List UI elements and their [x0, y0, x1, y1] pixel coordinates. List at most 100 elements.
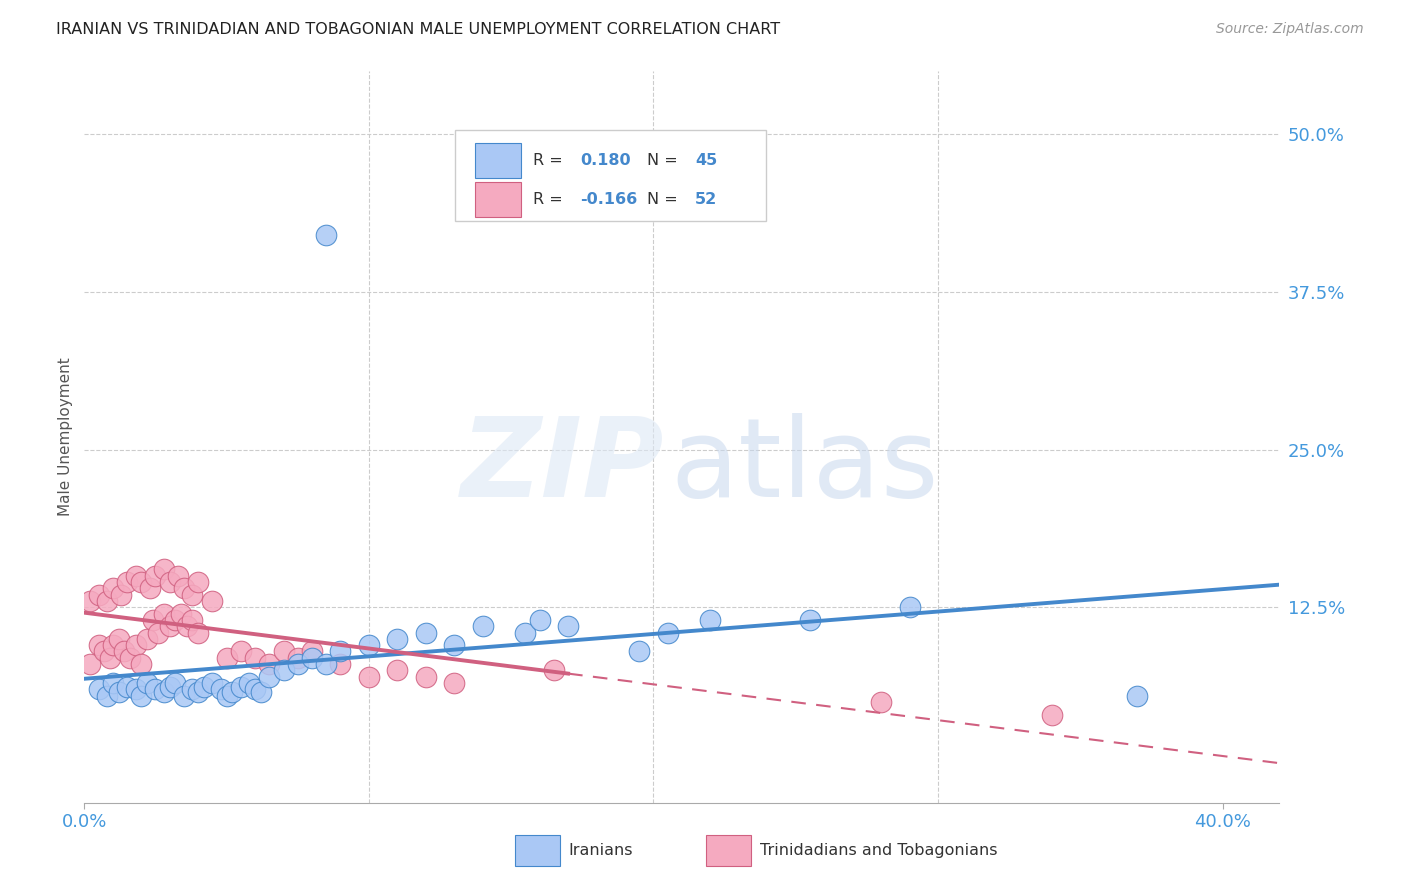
Point — [136, 632, 159, 646]
Point — [93, 644, 115, 658]
Point — [181, 613, 204, 627]
Point — [221, 685, 243, 699]
Point — [124, 569, 146, 583]
Text: R =: R = — [533, 192, 568, 207]
Point — [98, 650, 121, 665]
Text: Trinidadians and Tobagonians: Trinidadians and Tobagonians — [759, 843, 997, 858]
Point — [443, 638, 465, 652]
Point — [107, 685, 129, 699]
Point — [387, 664, 409, 678]
Point — [124, 682, 146, 697]
Point — [110, 588, 132, 602]
Point — [201, 594, 224, 608]
Point — [387, 632, 409, 646]
Point — [799, 613, 821, 627]
Point — [187, 685, 209, 699]
Text: N =: N = — [647, 192, 683, 207]
Point — [145, 682, 167, 697]
Y-axis label: Male Unemployment: Male Unemployment — [58, 358, 73, 516]
Point — [153, 685, 176, 699]
Text: Iranians: Iranians — [568, 843, 633, 858]
Point — [357, 638, 380, 652]
Point — [273, 664, 295, 678]
Point — [301, 650, 323, 665]
Point — [153, 562, 176, 576]
Point — [187, 625, 209, 640]
Point — [273, 644, 295, 658]
Text: Source: ZipAtlas.com: Source: ZipAtlas.com — [1216, 22, 1364, 37]
Point — [1126, 689, 1149, 703]
Point — [193, 680, 215, 694]
Point — [628, 644, 651, 658]
Point — [153, 607, 176, 621]
Point — [415, 625, 437, 640]
Point — [87, 638, 110, 652]
Point — [115, 680, 138, 694]
Text: -0.166: -0.166 — [581, 192, 637, 207]
Point — [148, 625, 170, 640]
Point — [181, 588, 204, 602]
Text: 45: 45 — [695, 153, 717, 168]
Point — [229, 680, 252, 694]
FancyBboxPatch shape — [456, 130, 766, 221]
Point — [529, 613, 551, 627]
Point — [129, 657, 152, 671]
Point — [243, 650, 266, 665]
Point — [259, 670, 281, 684]
Point — [259, 657, 281, 671]
Point — [557, 619, 579, 633]
Text: atlas: atlas — [671, 413, 938, 520]
FancyBboxPatch shape — [475, 143, 520, 178]
Point — [187, 575, 209, 590]
Point — [315, 228, 337, 243]
Text: N =: N = — [647, 153, 683, 168]
Point — [101, 638, 124, 652]
Point — [301, 644, 323, 658]
Point — [357, 670, 380, 684]
Point — [515, 625, 537, 640]
Point — [79, 594, 101, 608]
Point — [145, 569, 167, 583]
Point — [471, 619, 494, 633]
Point — [129, 689, 152, 703]
FancyBboxPatch shape — [706, 835, 751, 866]
Point — [173, 582, 195, 596]
Point — [657, 625, 679, 640]
Point — [165, 613, 187, 627]
Point — [443, 676, 465, 690]
Point — [159, 619, 181, 633]
Text: 0.180: 0.180 — [581, 153, 631, 168]
Point — [96, 594, 118, 608]
Point — [215, 650, 238, 665]
Point — [243, 682, 266, 697]
FancyBboxPatch shape — [475, 182, 520, 217]
Point — [329, 657, 352, 671]
Text: ZIP: ZIP — [461, 413, 664, 520]
Point — [124, 638, 146, 652]
Point — [118, 650, 141, 665]
Point — [87, 588, 110, 602]
Point — [315, 657, 337, 671]
Point — [129, 575, 152, 590]
Point — [1040, 707, 1063, 722]
Point — [170, 607, 193, 621]
Point — [176, 619, 198, 633]
Point — [101, 582, 124, 596]
Point — [167, 569, 190, 583]
Point — [79, 657, 101, 671]
Point — [287, 657, 309, 671]
Text: IRANIAN VS TRINIDADIAN AND TOBAGONIAN MALE UNEMPLOYMENT CORRELATION CHART: IRANIAN VS TRINIDADIAN AND TOBAGONIAN MA… — [56, 22, 780, 37]
Point — [87, 682, 110, 697]
Point — [201, 676, 224, 690]
Point — [112, 644, 135, 658]
Point — [215, 689, 238, 703]
Point — [159, 575, 181, 590]
Point — [870, 695, 893, 709]
Point — [165, 676, 187, 690]
Point — [142, 613, 165, 627]
Point — [238, 676, 260, 690]
Point — [159, 680, 181, 694]
Point — [136, 676, 159, 690]
Point — [101, 676, 124, 690]
Text: 52: 52 — [695, 192, 717, 207]
